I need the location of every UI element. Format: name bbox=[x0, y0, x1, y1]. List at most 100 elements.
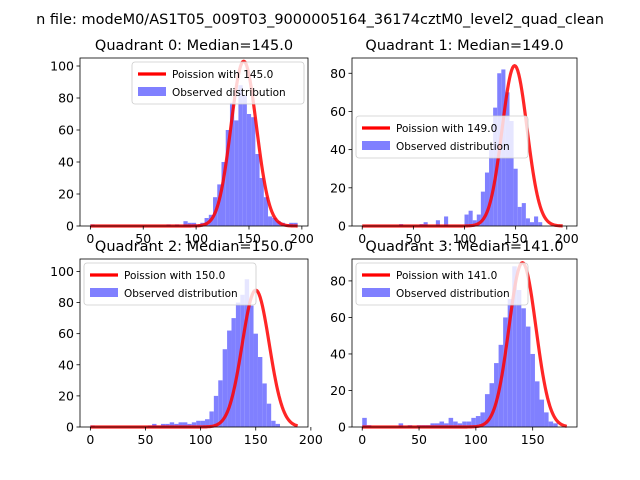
histogram-bar bbox=[196, 420, 201, 427]
histogram-bar bbox=[509, 121, 514, 226]
histogram-bar bbox=[512, 266, 517, 427]
legend-hist-label: Observed distribution bbox=[396, 288, 510, 300]
histogram-bar bbox=[242, 94, 247, 226]
y-tick-label: 80 bbox=[330, 66, 346, 81]
histogram-bar bbox=[259, 178, 264, 226]
legend-fit-label: Poission with 141.0 bbox=[396, 270, 497, 282]
y-tick-label: 20 bbox=[58, 388, 74, 403]
subplot-title: Quadrant 0: Median=145.0 bbox=[95, 38, 293, 54]
histogram-bar bbox=[238, 85, 243, 226]
histogram-bar bbox=[484, 394, 490, 427]
histogram-bar bbox=[466, 421, 472, 427]
legend-frame bbox=[83, 262, 257, 306]
subplot-quadrant-2: Quadrant 2: Median=150.0 0 50 100 150 200 0 20 4… bbox=[50, 239, 323, 447]
axes-frame bbox=[351, 258, 578, 428]
histogram-bar bbox=[266, 403, 272, 427]
y-tick-label: 60 bbox=[330, 310, 346, 325]
histogram-bar bbox=[468, 210, 473, 226]
axes-frame bbox=[79, 57, 309, 227]
x-tick-label: 50 bbox=[138, 432, 154, 447]
legend-hist-swatch bbox=[362, 288, 390, 297]
x-tick-label: 150 bbox=[521, 432, 545, 447]
histogram-bar bbox=[489, 383, 495, 427]
x-tick-label: 150 bbox=[504, 231, 528, 246]
histogram-bar bbox=[534, 381, 540, 427]
histogram-bar bbox=[255, 154, 260, 226]
y-tick-label: 0 bbox=[338, 420, 346, 435]
histogram-bar bbox=[525, 326, 531, 427]
histogram-bar bbox=[494, 363, 499, 427]
x-tick-label: 200 bbox=[555, 231, 579, 246]
histogram-bar bbox=[548, 421, 554, 427]
histogram-bar bbox=[462, 421, 467, 427]
figure-suptitle: n file: modeM0/AS1T05_009T03_9000005164_… bbox=[36, 12, 604, 28]
histogram-bar bbox=[517, 206, 522, 226]
histogram-bar bbox=[191, 422, 197, 427]
histogram-bar bbox=[240, 294, 245, 427]
legend-frame bbox=[355, 262, 529, 306]
histogram-bar bbox=[453, 421, 458, 427]
histogram-bar bbox=[484, 172, 490, 226]
legend: Poission with 141.0 Observed distribution bbox=[355, 262, 529, 306]
subplot-quadrant-1: Quadrant 1: Median=149.0 0 50 100 150 200 0 20 4… bbox=[330, 38, 579, 246]
y-tick-label: 20 bbox=[330, 180, 346, 195]
histogram-bar bbox=[480, 412, 485, 427]
histogram-bar bbox=[272, 218, 277, 226]
legend-hist-label: Observed distribution bbox=[396, 141, 510, 153]
x-tick-label: 100 bbox=[464, 432, 488, 447]
legend-hist-swatch bbox=[90, 288, 118, 297]
y-tick-label: 60 bbox=[58, 123, 74, 138]
y-tick-label: 40 bbox=[58, 155, 74, 170]
subplot-quadrant-0: Quadrant 0: Median=145.0 0 50 100 150 200 0 20 4… bbox=[50, 38, 314, 246]
histogram-bar bbox=[234, 120, 239, 226]
histogram-bar bbox=[503, 317, 508, 427]
histogram-bar bbox=[493, 107, 498, 226]
histogram-bar bbox=[262, 383, 267, 427]
histogram-bar bbox=[476, 214, 481, 226]
histogram-bar bbox=[182, 422, 188, 427]
histogram-bar bbox=[489, 149, 494, 226]
histogram-bar bbox=[525, 218, 530, 226]
histogram-bar bbox=[362, 417, 367, 427]
y-tick-label: 20 bbox=[330, 383, 346, 398]
y-tick-label: 100 bbox=[50, 264, 74, 279]
histogram-bar bbox=[205, 419, 210, 427]
histogram-bar bbox=[534, 216, 539, 226]
histogram-bar bbox=[444, 423, 449, 427]
histogram-bar bbox=[251, 117, 256, 226]
axes-frame bbox=[79, 258, 309, 428]
legend: Poission with 149.0 Observed distribution bbox=[355, 115, 529, 159]
histogram-bar bbox=[178, 422, 183, 427]
y-tick-label: 40 bbox=[330, 142, 346, 157]
legend-fit-label: Poission with 150.0 bbox=[124, 270, 225, 282]
y-tick-label: 60 bbox=[58, 326, 74, 341]
histogram-bar bbox=[530, 353, 535, 427]
histogram-bar bbox=[263, 197, 269, 226]
histogram-bar bbox=[246, 114, 252, 226]
legend: Poission with 150.0 Observed distribution bbox=[83, 262, 257, 306]
histogram-bar bbox=[275, 423, 280, 427]
histogram-bar bbox=[516, 290, 522, 427]
y-tick-label: 0 bbox=[338, 219, 346, 234]
histogram-bar bbox=[222, 349, 228, 427]
subplot-title: Quadrant 1: Median=149.0 bbox=[365, 38, 563, 54]
histogram-bar bbox=[521, 308, 526, 427]
histogram-bar bbox=[480, 191, 485, 226]
histogram-bar bbox=[444, 216, 449, 226]
x-tick-label: 50 bbox=[411, 432, 427, 447]
histogram-bar bbox=[544, 412, 549, 427]
histogram-bar bbox=[472, 220, 477, 226]
y-tick-label: 100 bbox=[50, 59, 74, 74]
x-tick-label: 200 bbox=[290, 231, 314, 246]
legend-hist-label: Observed distribution bbox=[172, 87, 286, 99]
histogram-bar bbox=[521, 203, 526, 226]
histogram-bar bbox=[529, 222, 535, 226]
x-tick-label: 200 bbox=[299, 432, 323, 447]
y-tick-label: 80 bbox=[58, 295, 74, 310]
x-tick-label: 0 bbox=[86, 231, 94, 246]
histogram-bar bbox=[183, 221, 188, 226]
y-tick-label: 80 bbox=[330, 273, 346, 288]
subplot-title: Quadrant 3: Median=141.0 bbox=[365, 239, 563, 255]
y-tick-label: 80 bbox=[58, 91, 74, 106]
